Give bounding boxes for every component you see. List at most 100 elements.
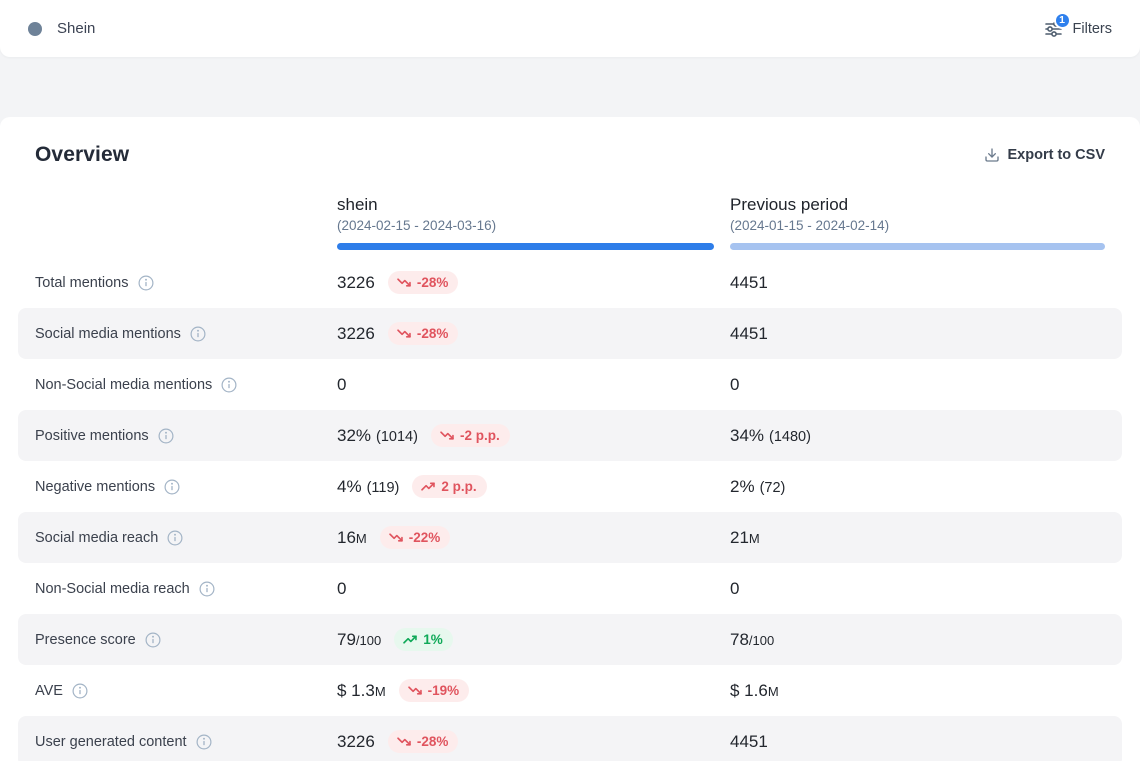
period-color-bar	[337, 243, 714, 250]
column-date-range: (2024-01-15 - 2024-02-14)	[730, 218, 890, 233]
info-icon[interactable]	[158, 427, 174, 444]
trend-down-icon	[407, 684, 422, 697]
table-row: AVE $ 1.3 M -19% $ 1.6 M	[18, 665, 1122, 716]
metric-label: Negative mentions	[35, 478, 156, 495]
info-icon[interactable]	[196, 733, 212, 750]
previous-period-value: 34% (1480)	[730, 426, 1105, 446]
metric-value: 3226	[337, 731, 375, 751]
info-icon[interactable]	[190, 325, 206, 342]
trend-down-icon	[388, 531, 403, 544]
info-icon[interactable]	[167, 529, 183, 546]
trend-up-icon	[421, 480, 436, 493]
export-label: Export to CSV	[1007, 147, 1105, 163]
current-period-value: 79/100 1%	[337, 628, 730, 651]
metric-value: $ 1.6 M	[730, 680, 779, 700]
previous-period-value: 78/100	[730, 630, 1105, 650]
change-badge: -28%	[387, 730, 459, 753]
metric-value: 79/100	[337, 629, 382, 649]
current-period-value: 3226 -28%	[337, 271, 730, 294]
metric-value: 4451	[730, 731, 768, 751]
current-period-value: 3226 -28%	[337, 322, 730, 345]
change-badge-text: 1%	[423, 632, 443, 647]
metric-value: 0	[337, 374, 347, 394]
overview-card: Overview Export to CSV shein (2024-02-15…	[0, 117, 1140, 761]
metric-value: 34% (1480)	[730, 425, 811, 445]
metric-value: 78/100	[730, 629, 775, 649]
metric-value: 16 M	[337, 527, 367, 547]
change-badge-text: -22%	[408, 530, 441, 545]
metric-value: 4451	[730, 272, 768, 292]
current-period-value: 0	[337, 579, 730, 599]
topbar: Shein 1 Filters	[0, 0, 1140, 57]
change-badge-text: -2 p.p.	[459, 428, 500, 443]
trend-up-icon	[403, 633, 418, 646]
table-row: Non-Social media reach 0 0	[18, 563, 1122, 614]
previous-period-value: 4451	[730, 273, 1105, 293]
previous-period-value: 2% (72)	[730, 477, 1105, 497]
metric-value: 2% (72)	[730, 476, 786, 496]
metric-value: 3226	[337, 272, 375, 292]
current-period-value: 16 M -22%	[337, 526, 730, 549]
info-icon[interactable]	[72, 682, 88, 699]
previous-period-value: 0	[730, 579, 1105, 599]
metric-label: Social media mentions	[35, 325, 181, 342]
metric-label: Positive mentions	[35, 427, 149, 444]
change-badge-text: -28%	[416, 326, 449, 341]
table-row: Presence score 79/100 1% 78/100	[18, 614, 1122, 665]
filters-button[interactable]: 1 Filters	[1044, 11, 1112, 38]
trend-down-icon	[440, 429, 454, 442]
trend-down-icon	[397, 327, 411, 340]
previous-period-value: 4451	[730, 732, 1105, 752]
metric-value: 21 M	[730, 527, 760, 547]
info-icon[interactable]	[145, 631, 161, 648]
metric-label: Social media reach	[35, 529, 159, 546]
metric-value: 0	[730, 374, 740, 394]
change-badge: -28%	[387, 322, 459, 345]
project-name: Shein	[57, 20, 96, 37]
metric-value: 0	[337, 578, 347, 598]
info-icon[interactable]	[199, 580, 215, 597]
filters-label: Filters	[1072, 20, 1112, 37]
table-header: shein (2024-02-15 - 2024-03-16) Previous…	[18, 195, 1122, 250]
info-icon[interactable]	[221, 376, 237, 393]
trend-down-icon	[397, 735, 411, 748]
export-to-csv-button[interactable]: Export to CSV	[984, 147, 1105, 163]
previous-period-value: 4451	[730, 324, 1105, 344]
metric-value: 4451	[730, 323, 768, 343]
column-name: Previous period	[730, 195, 849, 214]
table-row: Positive mentions 32% (1014) -2 p.p. 34% (1…	[18, 410, 1122, 461]
column-name: shein	[337, 195, 378, 214]
trend-down-icon	[397, 276, 411, 289]
current-period-value: $ 1.3 M -19%	[337, 679, 730, 702]
change-badge: 1%	[394, 628, 453, 651]
metric-label: Presence score	[35, 631, 136, 648]
current-period-value: 0	[337, 375, 730, 395]
table-row: Social media mentions 3226 -28% 4451	[18, 308, 1122, 359]
change-badge-text: -28%	[416, 275, 449, 290]
change-badge: 2 p.p.	[412, 475, 487, 498]
table-row: Total mentions 3226 -28% 4451	[18, 257, 1122, 308]
metric-value: 3226	[337, 323, 375, 343]
change-badge: -19%	[398, 679, 470, 702]
previous-period-value: 21 M	[730, 528, 1105, 548]
change-badge: -2 p.p.	[430, 424, 510, 447]
metric-value: 4% (119)	[337, 476, 400, 496]
filters-count-badge: 1	[1053, 11, 1071, 29]
metric-label: Non-Social media mentions	[35, 376, 213, 393]
current-period-value: 4% (119) 2 p.p.	[337, 475, 730, 498]
current-period-value: 3226 -28%	[337, 730, 730, 753]
column-header-previous: Previous period (2024-01-15 - 2024-02-14…	[730, 195, 1105, 250]
change-badge: -22%	[379, 526, 451, 549]
metric-label: Total mentions	[35, 274, 129, 291]
download-icon	[984, 147, 1000, 163]
column-date-range: (2024-02-15 - 2024-03-16)	[337, 218, 497, 233]
previous-period-value: 0	[730, 375, 1105, 395]
change-badge-text: 2 p.p.	[441, 479, 477, 494]
period-color-bar	[730, 243, 1105, 250]
table-row: Non-Social media mentions 0 0	[18, 359, 1122, 410]
page-title: Overview	[35, 143, 130, 166]
change-badge-text: -28%	[416, 734, 449, 749]
info-icon[interactable]	[164, 478, 180, 495]
project-selector[interactable]: Shein	[28, 20, 95, 37]
info-icon[interactable]	[137, 274, 154, 291]
